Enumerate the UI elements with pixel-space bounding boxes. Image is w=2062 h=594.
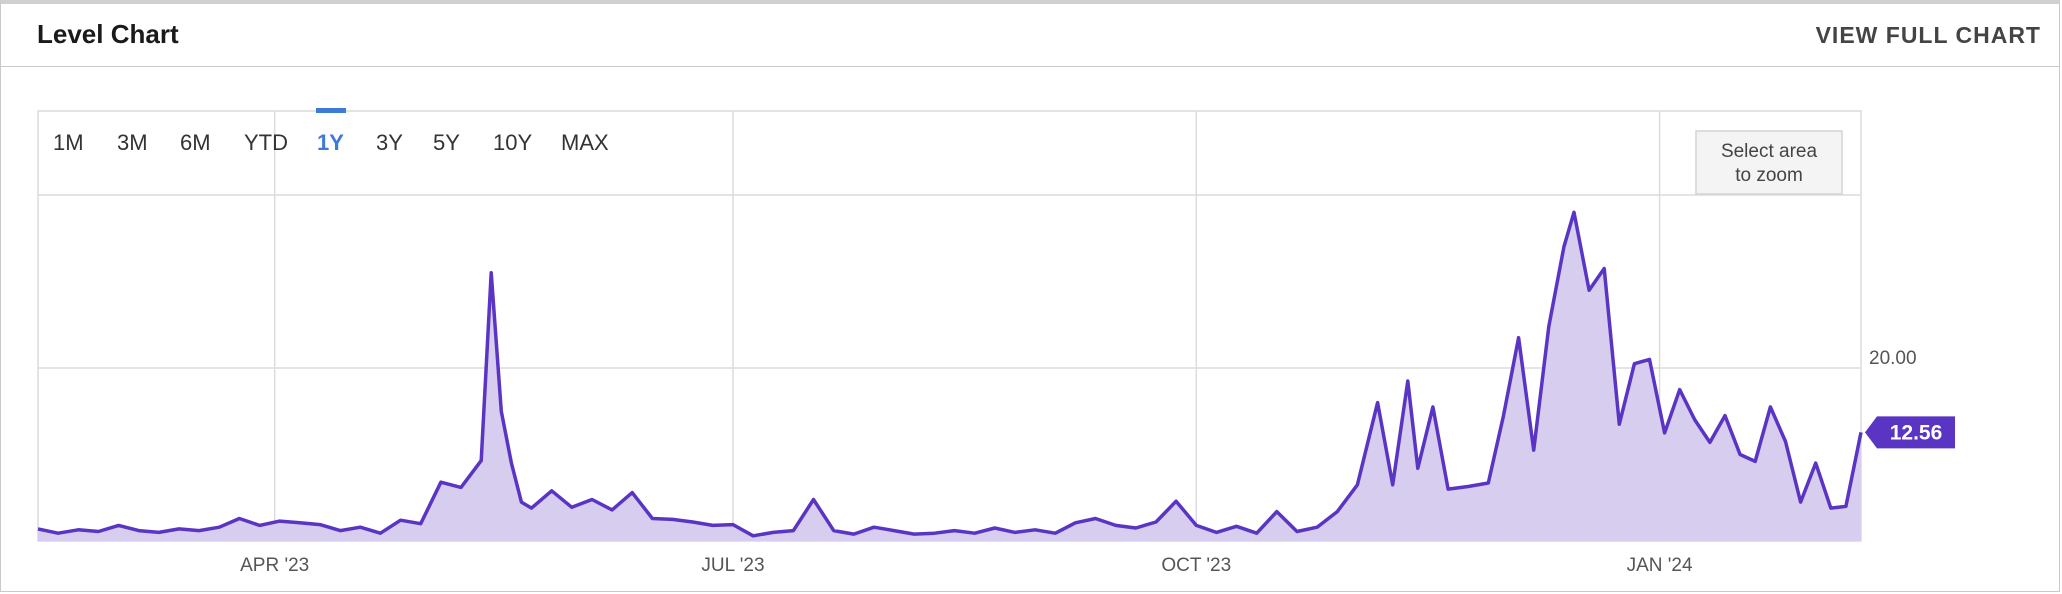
- range-button-3m[interactable]: 3M: [117, 130, 148, 155]
- range-button-5y[interactable]: 5Y: [433, 130, 460, 155]
- range-button-1m[interactable]: 1M: [53, 130, 84, 155]
- view-full-chart-link[interactable]: VIEW FULL CHART: [1815, 22, 2041, 48]
- x-tick-label: JAN '24: [1627, 555, 1693, 576]
- range-button-1y[interactable]: 1Y: [317, 130, 344, 155]
- series-line: [37, 210, 1863, 538]
- x-axis: APR '23 JUL '23 OCT '23 JAN '24: [240, 555, 1693, 576]
- chart-title: Level Chart: [37, 19, 179, 49]
- range-selector: 1M 3M 6M YTD 1Y 3Y 5Y 10Y MAX: [53, 130, 609, 155]
- range-button-ytd[interactable]: YTD: [244, 130, 288, 155]
- x-tick-label: JUL '23: [701, 555, 764, 576]
- range-button-10y[interactable]: 10Y: [493, 130, 532, 155]
- current-value-label: 12.56: [1865, 416, 1955, 449]
- zoom-hint: Select area to zoom: [1695, 130, 1843, 195]
- x-tick-label: APR '23: [240, 555, 309, 576]
- range-button-3y[interactable]: 3Y: [376, 130, 403, 155]
- range-button-max[interactable]: MAX: [561, 130, 609, 155]
- current-value-tag: [1865, 416, 1955, 449]
- range-button-6m[interactable]: 6M: [180, 130, 211, 155]
- zoom-hint-line-2: to zoom: [1735, 165, 1803, 186]
- x-tick-label: OCT '23: [1161, 555, 1231, 576]
- zoom-hint-line-1: Select area: [1721, 141, 1818, 162]
- chart-header: Level Chart VIEW FULL CHART: [1, 4, 2059, 67]
- current-value-text: 12.56: [1890, 421, 1943, 444]
- x-gridlines: [273, 111, 1661, 541]
- series-area: [38, 212, 1861, 542]
- range-selected-indicator: [316, 108, 346, 113]
- y-tick-label: 20.00: [1869, 348, 1917, 369]
- chart-svg[interactable]: APR '23 JUL '23 OCT '23 JAN '24 20.00 12.56…: [1, 66, 2059, 592]
